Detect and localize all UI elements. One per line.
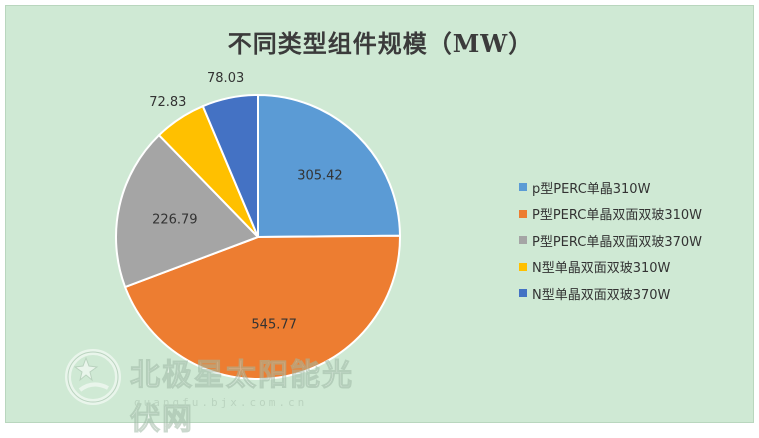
pie-chart: 305.42 545.77 226.79 72.83 78.03 — [115, 71, 402, 380]
pie-data-label: 226.79 — [152, 212, 198, 227]
legend-label: N型单晶双面双玻370W — [532, 287, 671, 303]
pie-slices — [115, 93, 402, 380]
chart-title: 不同类型组件规模（MW） — [227, 29, 534, 58]
legend-label: P型PERC单晶双面双玻310W — [532, 208, 703, 224]
legend-swatch — [519, 209, 527, 218]
legend-swatch — [519, 236, 527, 245]
legend-swatch — [519, 289, 527, 298]
legend-swatch — [519, 183, 527, 192]
legend-entry: P型PERC单晶双面双玻310W — [519, 201, 702, 228]
legend-label: P型PERC单晶双面双玻370W — [532, 234, 703, 250]
pie-data-label: 78.03 — [207, 71, 244, 86]
pie-data-label: 305.42 — [297, 168, 343, 183]
watermark: 北极星太阳能光伏网 guangfu.bjx.com.cn — [64, 344, 384, 438]
pie-data-label: 72.83 — [149, 95, 186, 110]
legend-label: p型PERC单晶310W — [532, 181, 651, 197]
chart-legend: p型PERC单晶310W P型PERC单晶双面双玻310W P型PERC单晶双面双玻… — [519, 174, 702, 307]
pie-slice — [123, 234, 401, 380]
legend-swatch — [519, 262, 527, 271]
pie-data-labels: 305.42 545.77 226.79 72.83 78.03 — [149, 71, 343, 333]
legend-entry: N型单晶双面双玻370W — [519, 280, 702, 307]
legend-entry: P型PERC单晶双面双玻370W — [519, 227, 702, 254]
pie-slice — [257, 93, 402, 239]
legend-entry: N型单晶双面双玻310W — [519, 254, 702, 281]
pie-slice — [115, 133, 260, 289]
chart-area: 不同类型组件规模（MW） 305.42 545.77 226.79 72.83 78.0… — [5, 5, 754, 438]
watermark-text: 北极星太阳能光伏网 — [130, 358, 354, 438]
legend-entry: p型PERC单晶310W — [519, 174, 702, 201]
pie-data-label: 545.77 — [251, 318, 297, 333]
watermark-logo-icon — [65, 349, 121, 405]
legend-label: N型单晶双面双玻310W — [532, 261, 671, 277]
pie-slice — [201, 93, 259, 238]
watermark-subtext: guangfu.bjx.com.cn — [134, 396, 308, 409]
